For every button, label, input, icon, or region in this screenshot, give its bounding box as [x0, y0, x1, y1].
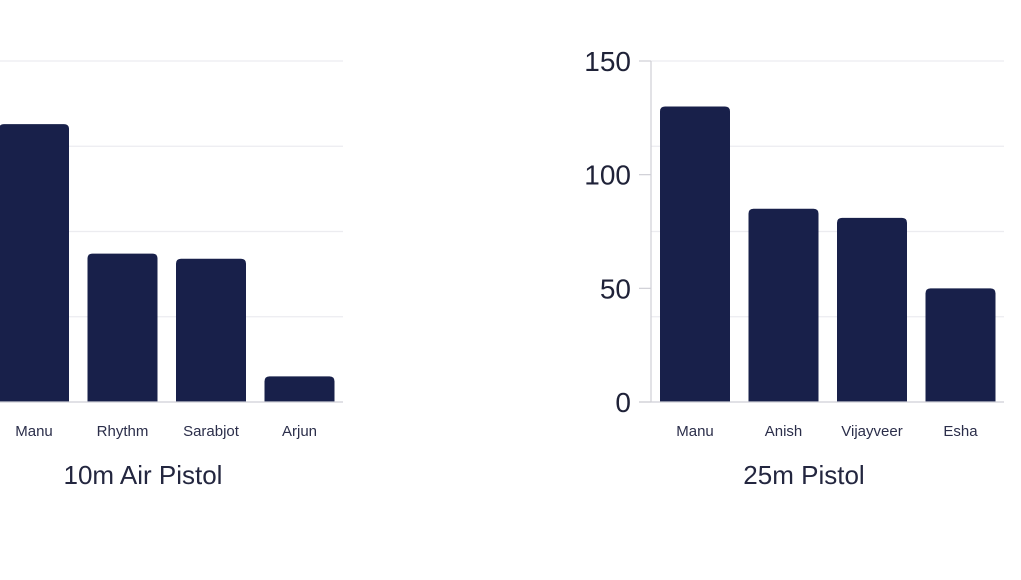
x-tick-label: Anish: [765, 423, 803, 440]
y-tick-label: 0: [615, 387, 631, 418]
bar-rhythm: [87, 253, 158, 402]
bar-manu: [660, 106, 730, 402]
y-tick-label: 50: [600, 273, 631, 304]
bar-arjun: [264, 376, 335, 402]
x-tick-label: Rhythm: [97, 423, 149, 440]
bar-esha: [925, 288, 996, 402]
chart-title: 25m Pistol: [743, 460, 864, 490]
y-tick-label: 150: [584, 46, 631, 77]
chart-2: 0 50 100 150 Manu Anish Vijayveer Esha 25m Pisto…: [584, 46, 1004, 490]
bar-manu: [0, 124, 69, 402]
x-tick-label: Vijayveer: [841, 423, 902, 440]
x-tick-label: Esha: [943, 423, 978, 440]
chart-title: 10m Air Pistol: [64, 460, 223, 490]
chart-1: Manu Rhythm Sarabjot Arjun 10m Air Pistol: [0, 60, 343, 490]
bar-anish: [748, 208, 819, 402]
x-tick-label: Manu: [676, 423, 714, 440]
y-tick-label: 100: [584, 160, 631, 191]
x-tick-label: Sarabjot: [183, 423, 240, 440]
x-tick-label: Arjun: [282, 423, 317, 440]
bar-vijayveer: [837, 217, 907, 402]
x-tick-label: Manu: [15, 423, 53, 440]
bar-sarabjot: [176, 258, 246, 402]
